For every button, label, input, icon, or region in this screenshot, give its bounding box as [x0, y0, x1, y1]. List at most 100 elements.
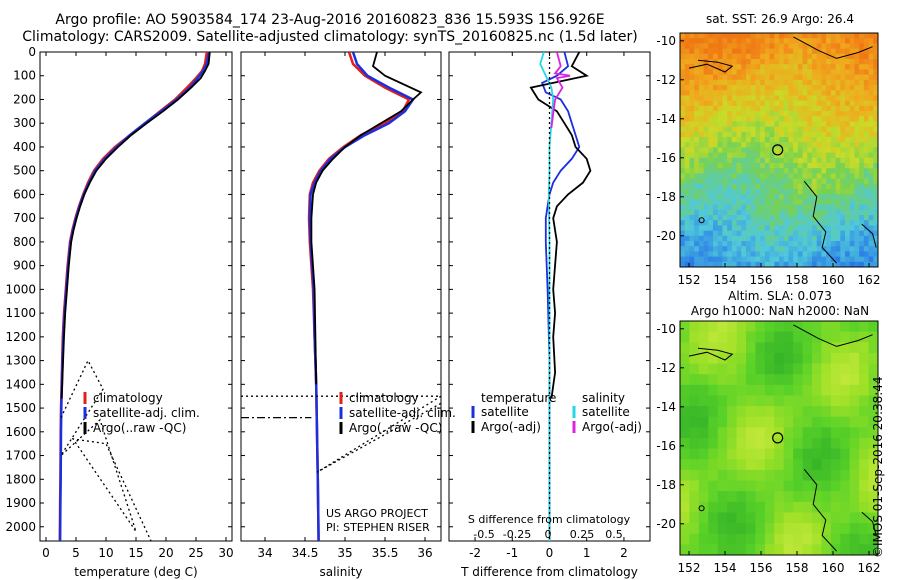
map-cell — [760, 183, 766, 190]
map-cell — [694, 215, 700, 221]
map-cell — [689, 183, 695, 190]
map-cell — [830, 116, 836, 122]
map-cell — [797, 142, 803, 148]
map-cell — [741, 64, 747, 70]
map-cell — [863, 38, 869, 44]
map-cell — [840, 204, 846, 211]
map-cell — [698, 183, 704, 190]
map-cell — [774, 544, 785, 556]
map-cell — [774, 199, 780, 205]
legend-label: satellite — [582, 405, 630, 419]
map-cell — [684, 147, 690, 153]
map-cell — [816, 178, 822, 185]
map-cell — [755, 116, 761, 122]
map-cell — [750, 230, 756, 237]
map-cell — [708, 121, 714, 127]
map-cell — [793, 59, 799, 65]
map-cell — [764, 342, 775, 354]
legend-label: Argo(..raw -QC) — [349, 421, 442, 435]
map-cell — [717, 79, 723, 86]
map-cell — [793, 427, 803, 439]
map-cell — [812, 225, 818, 231]
map-cell — [736, 501, 747, 513]
map-cell — [826, 137, 832, 143]
map-cell — [764, 395, 775, 407]
map-cell — [821, 79, 827, 86]
map-cell — [845, 33, 851, 39]
map-cell — [694, 209, 700, 216]
map-cell — [746, 69, 752, 75]
map-cell — [746, 178, 752, 185]
map-cell — [854, 33, 860, 39]
map-cell — [694, 131, 700, 138]
map-cell — [783, 111, 789, 117]
map-cell — [863, 126, 869, 133]
map-cell — [840, 142, 846, 148]
map-cell — [708, 331, 719, 343]
map-cell — [854, 251, 860, 257]
map-cell — [764, 523, 775, 535]
map-cell — [680, 215, 686, 221]
map-cell — [807, 79, 813, 86]
map-cell — [760, 225, 766, 231]
map-cell — [717, 235, 723, 242]
map-cell — [736, 220, 742, 226]
map-cell — [788, 85, 794, 91]
map-cell — [863, 95, 869, 101]
map-cell — [812, 363, 822, 375]
map-cell — [727, 194, 733, 200]
map-cell — [830, 79, 836, 86]
map-cell — [680, 480, 690, 492]
map-cell — [779, 152, 785, 159]
map-cell — [708, 448, 719, 460]
y-tick-label: 600 — [13, 187, 36, 201]
map-cell — [680, 374, 690, 386]
map-cell — [708, 241, 714, 247]
map-cell — [826, 38, 832, 44]
map-cell — [713, 220, 719, 226]
map-cell — [816, 64, 822, 70]
map-cell — [863, 33, 869, 39]
map-cell — [684, 157, 690, 164]
map-cell — [731, 43, 737, 49]
map-cell — [746, 395, 756, 407]
map-cell — [849, 427, 860, 439]
map-cell — [717, 69, 723, 75]
map-cell — [845, 235, 851, 242]
map-cell — [722, 235, 728, 242]
map-cell — [868, 438, 879, 450]
map-cell — [779, 79, 785, 86]
map-cell — [821, 64, 827, 70]
map-cell — [731, 163, 737, 169]
map-cell — [802, 152, 808, 159]
map-cell — [703, 95, 709, 101]
map-cell — [859, 100, 865, 107]
map-cell — [741, 204, 747, 211]
map-cell — [783, 178, 789, 185]
map-cell — [717, 220, 723, 226]
map-cell — [797, 261, 803, 268]
map-cell — [736, 157, 742, 164]
map-cell — [760, 116, 766, 122]
map-cell — [797, 95, 803, 101]
map-cell — [845, 204, 851, 211]
map-cell — [816, 126, 822, 133]
map-cell — [722, 246, 728, 252]
map-cell — [779, 142, 785, 148]
map-cell — [816, 163, 822, 169]
map-cell — [755, 142, 761, 148]
map-cell — [783, 469, 794, 481]
map-cell — [868, 163, 874, 169]
map-cell — [845, 225, 851, 231]
map-cell — [779, 209, 785, 216]
map-cell — [863, 100, 869, 107]
map-cell — [793, 121, 799, 127]
map-cell — [812, 230, 818, 237]
map-cell — [717, 53, 723, 60]
map-cell — [684, 64, 690, 70]
map-cell — [788, 168, 794, 174]
map-cell — [863, 105, 869, 112]
map-cell — [779, 121, 785, 127]
map-cell — [722, 230, 728, 237]
map-cell — [764, 427, 775, 439]
